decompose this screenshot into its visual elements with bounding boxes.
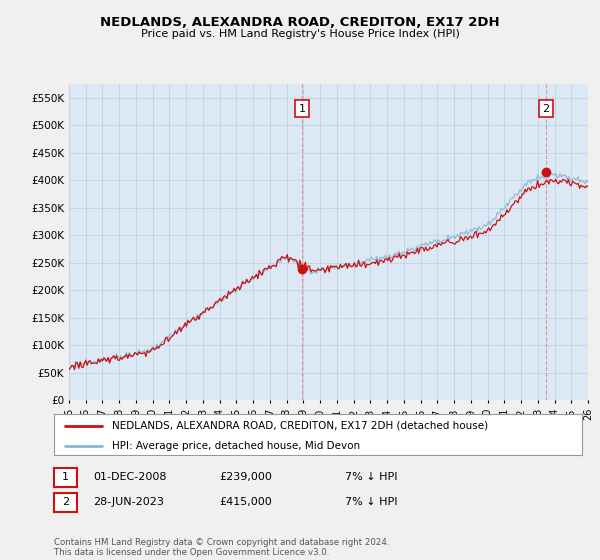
Text: 2: 2 — [542, 104, 550, 114]
Text: 01-DEC-2008: 01-DEC-2008 — [93, 472, 167, 482]
Text: 2: 2 — [62, 497, 69, 507]
Text: HPI: Average price, detached house, Mid Devon: HPI: Average price, detached house, Mid … — [112, 441, 360, 451]
Text: 1: 1 — [62, 472, 69, 482]
Text: 28-JUN-2023: 28-JUN-2023 — [93, 497, 164, 507]
Text: 7% ↓ HPI: 7% ↓ HPI — [345, 497, 398, 507]
Text: 7% ↓ HPI: 7% ↓ HPI — [345, 472, 398, 482]
Text: NEDLANDS, ALEXANDRA ROAD, CREDITON, EX17 2DH (detached house): NEDLANDS, ALEXANDRA ROAD, CREDITON, EX17… — [112, 421, 488, 431]
Text: 1: 1 — [299, 104, 305, 114]
Text: Contains HM Land Registry data © Crown copyright and database right 2024.
This d: Contains HM Land Registry data © Crown c… — [54, 538, 389, 557]
Text: £415,000: £415,000 — [219, 497, 272, 507]
Text: Price paid vs. HM Land Registry's House Price Index (HPI): Price paid vs. HM Land Registry's House … — [140, 29, 460, 39]
Text: £239,000: £239,000 — [219, 472, 272, 482]
Text: NEDLANDS, ALEXANDRA ROAD, CREDITON, EX17 2DH: NEDLANDS, ALEXANDRA ROAD, CREDITON, EX17… — [100, 16, 500, 29]
